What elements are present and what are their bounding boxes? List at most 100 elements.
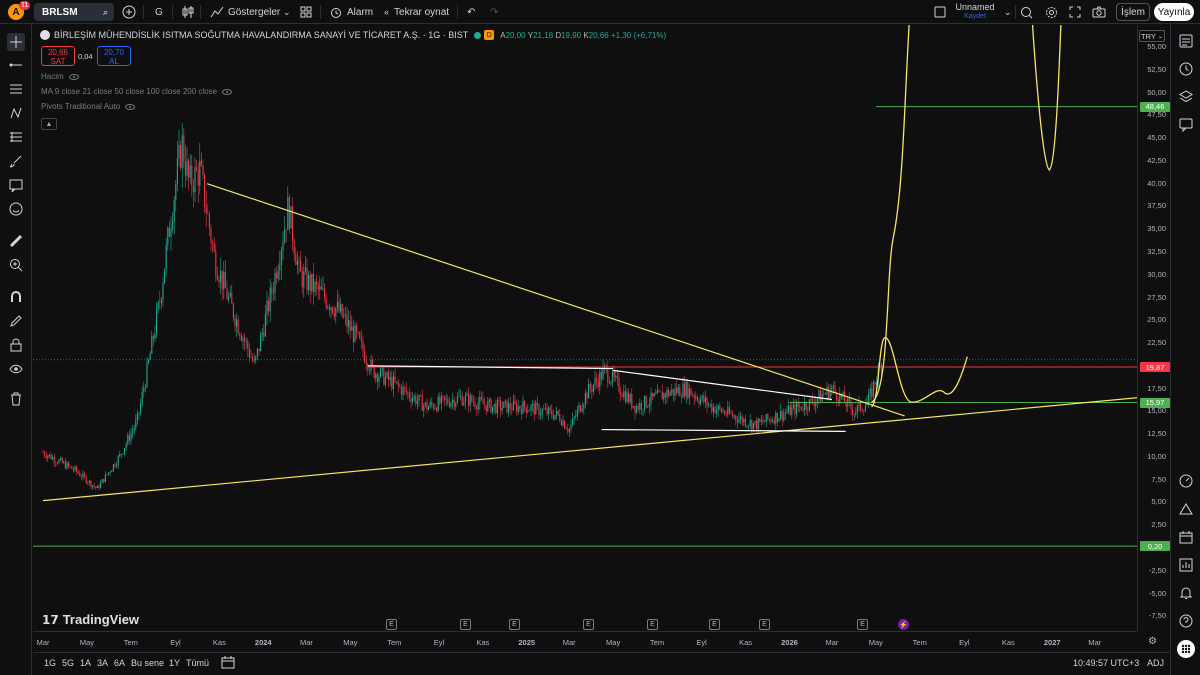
- layout-dropdown-icon[interactable]: ⌄: [1004, 6, 1012, 17]
- price-axis[interactable]: 55,00 52,50 50,00 47,50 45,00 42,50 40,00 37,50…: [1137, 25, 1170, 631]
- fib-tool-icon[interactable]: [7, 128, 25, 146]
- candle-style-icon[interactable]: [182, 4, 194, 20]
- candle-body: [708, 404, 710, 406]
- candle-body: [260, 334, 262, 352]
- trend-line[interactable]: [206, 183, 905, 417]
- eye-icon[interactable]: [68, 73, 79, 80]
- hotlist-gauge-icon[interactable]: [1177, 472, 1195, 490]
- earnings-event-marker[interactable]: E: [647, 619, 658, 630]
- chat-icon[interactable]: [1177, 116, 1195, 134]
- layers-icon[interactable]: [1177, 88, 1195, 106]
- quick-search-icon[interactable]: [1020, 4, 1033, 20]
- earnings-event-marker[interactable]: E: [460, 619, 471, 630]
- price-level-tag[interactable]: 19,87: [1140, 362, 1170, 372]
- watchlist-icon[interactable]: [1177, 32, 1195, 50]
- replay-button[interactable]: « Tekrar oynat: [384, 4, 449, 20]
- alarm-button[interactable]: Alarm: [330, 4, 373, 20]
- clock-timezone[interactable]: 10:49:57 UTC+3: [1073, 658, 1140, 668]
- layout-grid-icon[interactable]: [300, 4, 312, 20]
- emoji-icon[interactable]: [7, 200, 25, 218]
- help-icon[interactable]: [1177, 612, 1195, 630]
- notification-badge[interactable]: 11: [19, 1, 31, 10]
- horizontal-lines-icon[interactable]: [7, 80, 25, 98]
- trend-line[interactable]: [367, 365, 614, 370]
- candle-body: [656, 390, 658, 394]
- indicators-dropdown-icon[interactable]: ⌄: [283, 6, 291, 17]
- trend-line[interactable]: [601, 428, 846, 433]
- price-chart-svg[interactable]: [33, 25, 1137, 631]
- time-axis[interactable]: Mar May Tem Eyl Kas 2024 Mar May Tem Eyl Kas 2025 Ma…: [33, 631, 1137, 651]
- interval-button[interactable]: G: [155, 6, 163, 18]
- range-all[interactable]: Tümü: [186, 658, 210, 668]
- candle-body: [618, 378, 620, 393]
- price-level-tag[interactable]: 15,97: [1140, 397, 1170, 408]
- candle-body: [311, 273, 313, 291]
- magnet-icon[interactable]: [7, 288, 25, 306]
- indicator-pivots[interactable]: Pivots Traditional Auto: [41, 102, 136, 111]
- axis-settings-gear-icon[interactable]: ⚙: [1148, 636, 1157, 647]
- indicator-ma[interactable]: MA 9 close 21 close 50 close 100 close 2…: [41, 87, 233, 96]
- earnings-event-marker[interactable]: E: [583, 619, 594, 630]
- range-5d[interactable]: 5G: [62, 658, 75, 668]
- eye-icon[interactable]: [125, 103, 136, 110]
- range-6m[interactable]: 6A: [114, 658, 126, 668]
- chart-pane[interactable]: [33, 25, 1137, 631]
- brush-icon[interactable]: [7, 152, 25, 170]
- apps-grid-icon[interactable]: [1177, 640, 1195, 658]
- alerts-clock-icon[interactable]: [1177, 60, 1195, 78]
- eye-icon[interactable]: [222, 88, 233, 95]
- lock-icon[interactable]: [7, 336, 25, 354]
- date-range-calendar-icon[interactable]: [221, 656, 235, 671]
- symbol-search[interactable]: BRLSM ⌕: [34, 3, 114, 21]
- ideas-triangle-icon[interactable]: [1177, 500, 1195, 518]
- price-level-tag[interactable]: 0,20: [1140, 541, 1170, 552]
- range-1m[interactable]: 1A: [80, 658, 92, 668]
- text-note-icon[interactable]: [7, 176, 25, 194]
- range-1d[interactable]: 1G: [44, 658, 57, 668]
- visibility-eye-icon[interactable]: [7, 360, 25, 378]
- settings-gear-icon[interactable]: [1045, 4, 1058, 20]
- earnings-event-marker[interactable]: E: [386, 619, 397, 630]
- buy-button[interactable]: 20,70 AL: [97, 46, 131, 66]
- publish-button[interactable]: Yayınla: [1154, 3, 1194, 21]
- pattern-tool-icon[interactable]: [7, 104, 25, 122]
- price-level-tag[interactable]: 48,46: [1140, 101, 1170, 112]
- projection-curve-short[interactable]: [871, 337, 968, 408]
- camera-icon[interactable]: [1092, 4, 1106, 20]
- layout-name-button[interactable]: Unnamed Kaydet: [950, 3, 1000, 21]
- compare-plus-icon[interactable]: [122, 4, 136, 20]
- range-3m[interactable]: 3A: [97, 658, 109, 668]
- projection-curve-target[interactable]: [1030, 25, 1062, 171]
- trade-button[interactable]: İşlem: [1116, 3, 1150, 21]
- trend-line-icon[interactable]: [7, 56, 25, 74]
- trend-line[interactable]: [42, 397, 1137, 502]
- currency-selector[interactable]: TRY ⌄: [1139, 30, 1165, 42]
- indicator-volume[interactable]: Hacim: [41, 72, 79, 81]
- earnings-event-marker[interactable]: E: [709, 619, 720, 630]
- notification-bell-icon[interactable]: [1177, 584, 1195, 602]
- projection-curve-long[interactable]: [871, 25, 912, 403]
- earnings-event-marker[interactable]: E: [857, 619, 868, 630]
- zoom-in-icon[interactable]: [7, 256, 25, 274]
- adj-toggle[interactable]: ADJ: [1147, 658, 1165, 668]
- indicators-button[interactable]: Göstergeler: [210, 4, 280, 20]
- range-1y[interactable]: 1Y: [169, 658, 181, 668]
- lock-pencil-icon[interactable]: [7, 312, 25, 330]
- layout-checkbox-icon[interactable]: [934, 4, 946, 20]
- redo-icon[interactable]: ↷: [490, 6, 499, 18]
- news-bolt-icon[interactable]: ⚡: [898, 619, 909, 630]
- trend-line[interactable]: [613, 369, 833, 401]
- crosshair-icon[interactable]: [7, 33, 25, 51]
- range-ytd[interactable]: Bu sene: [131, 658, 165, 668]
- calendar-icon[interactable]: [1177, 528, 1195, 546]
- screener-icon[interactable]: [1177, 556, 1195, 574]
- candle-body: [52, 457, 54, 460]
- earnings-event-marker[interactable]: E: [509, 619, 520, 630]
- earnings-event-marker[interactable]: E: [759, 619, 770, 630]
- fullscreen-icon[interactable]: [1069, 4, 1081, 20]
- ruler-icon[interactable]: [7, 232, 25, 250]
- sell-button[interactable]: 20,66 SAT: [41, 46, 75, 66]
- trash-icon[interactable]: [7, 390, 25, 408]
- collapse-legend-icon[interactable]: ▲: [41, 118, 57, 130]
- undo-icon[interactable]: ↶: [467, 6, 476, 18]
